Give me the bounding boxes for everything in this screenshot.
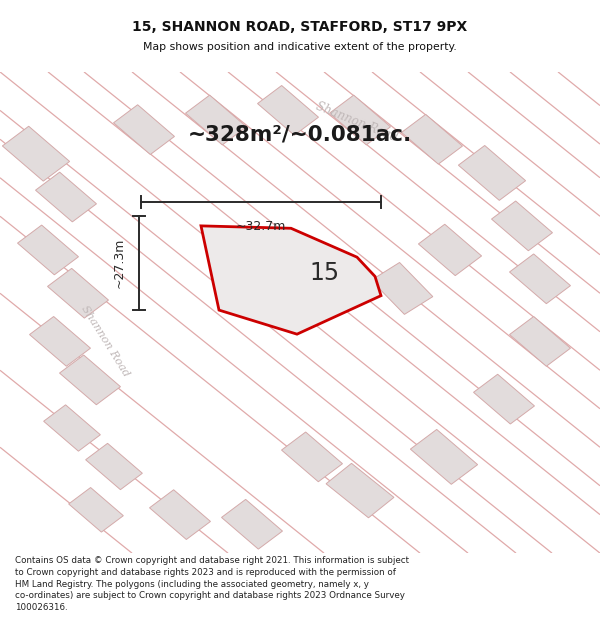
Text: ~27.3m: ~27.3m [113,238,126,288]
Polygon shape [410,429,478,484]
Polygon shape [491,201,553,251]
Polygon shape [44,405,100,451]
Text: Map shows position and indicative extent of the property.: Map shows position and indicative extent… [143,42,457,52]
Text: Shannon Road: Shannon Road [314,100,400,145]
Polygon shape [221,499,283,549]
Polygon shape [86,443,142,489]
Polygon shape [326,463,394,518]
Polygon shape [281,432,343,482]
Polygon shape [35,172,97,222]
Text: Shannon Road: Shannon Road [79,304,131,379]
Polygon shape [113,105,175,154]
Polygon shape [509,316,571,366]
Polygon shape [17,225,79,275]
Polygon shape [149,490,211,539]
Polygon shape [509,254,571,304]
Polygon shape [458,146,526,201]
Polygon shape [68,488,124,532]
Polygon shape [201,226,381,334]
Polygon shape [418,224,482,276]
Polygon shape [185,95,247,145]
Text: ~328m²/~0.081ac.: ~328m²/~0.081ac. [188,124,412,144]
Polygon shape [401,114,463,164]
Text: 15, SHANNON ROAD, STAFFORD, ST17 9PX: 15, SHANNON ROAD, STAFFORD, ST17 9PX [133,20,467,34]
Polygon shape [329,95,391,145]
Polygon shape [2,126,70,181]
Polygon shape [29,316,91,366]
Polygon shape [47,268,109,318]
Text: Contains OS data © Crown copyright and database right 2021. This information is : Contains OS data © Crown copyright and d… [15,556,409,612]
Polygon shape [473,374,535,424]
Polygon shape [59,355,121,405]
Polygon shape [371,262,433,314]
Text: ~32.7m: ~32.7m [236,220,286,233]
Text: 15: 15 [309,261,339,285]
Polygon shape [257,86,319,135]
